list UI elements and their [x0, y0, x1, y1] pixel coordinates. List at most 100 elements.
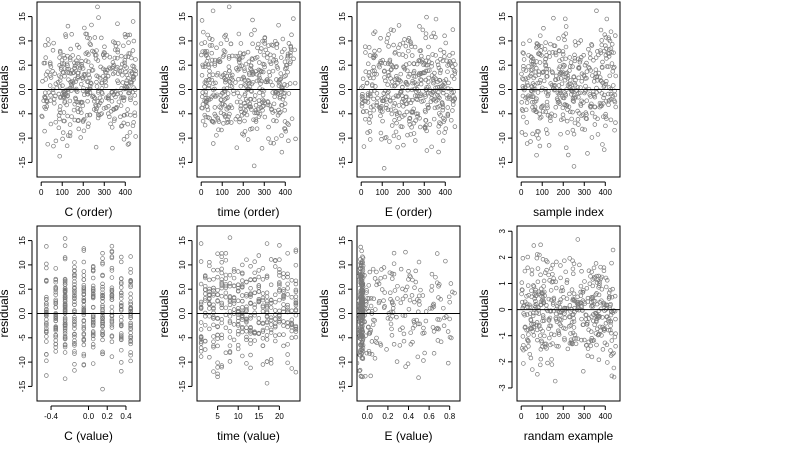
data-point	[62, 94, 67, 100]
data-point	[409, 44, 414, 49]
data-point	[582, 337, 587, 343]
data-point	[539, 286, 544, 292]
data-point	[223, 350, 229, 356]
data-point	[539, 44, 544, 49]
data-point	[413, 268, 418, 274]
data-point	[210, 37, 215, 42]
scatter-points	[359, 14, 458, 171]
data-point	[599, 38, 604, 43]
data-point	[613, 316, 618, 322]
data-point	[608, 117, 614, 123]
data-point	[438, 56, 443, 62]
data-point	[234, 66, 239, 71]
data-point	[371, 64, 376, 70]
data-point	[526, 93, 531, 99]
data-point	[223, 251, 229, 256]
data-point	[581, 53, 586, 58]
data-point	[119, 281, 124, 287]
data-point	[53, 289, 58, 295]
data-point	[293, 324, 299, 330]
data-point	[603, 114, 608, 119]
data-point	[109, 322, 115, 328]
data-point	[360, 348, 366, 354]
data-point	[380, 98, 385, 104]
data-point	[358, 320, 364, 326]
data-point	[530, 313, 536, 319]
data-point	[553, 105, 558, 110]
data-point	[429, 60, 434, 66]
data-point	[445, 111, 451, 117]
data-point	[116, 41, 121, 46]
data-point	[81, 72, 87, 77]
data-point	[535, 279, 541, 285]
data-point	[433, 98, 439, 104]
data-point	[526, 344, 531, 349]
data-point	[519, 291, 524, 297]
data-point	[81, 85, 86, 91]
data-point	[43, 55, 48, 60]
data-point	[552, 113, 558, 118]
data-point	[215, 274, 220, 280]
data-point	[531, 284, 537, 289]
x-axis-label: randam example	[524, 429, 614, 443]
data-point	[572, 39, 578, 44]
data-point	[202, 273, 208, 278]
data-point	[76, 55, 81, 60]
data-point	[396, 45, 401, 51]
data-point	[538, 347, 544, 352]
data-point	[425, 54, 431, 60]
data-point	[80, 66, 86, 71]
data-point	[57, 116, 62, 122]
data-point	[394, 359, 400, 364]
data-point	[588, 343, 594, 349]
data-point	[577, 90, 583, 96]
data-point	[583, 83, 588, 89]
data-point	[106, 93, 111, 99]
data-point	[72, 317, 77, 322]
data-point	[525, 265, 530, 271]
data-point	[65, 23, 71, 29]
data-point	[202, 122, 208, 128]
data-point	[198, 259, 204, 264]
data-point	[277, 280, 282, 285]
data-point	[260, 92, 266, 98]
data-point	[519, 299, 525, 305]
data-point	[219, 363, 224, 368]
data-point	[606, 98, 612, 104]
data-point	[411, 120, 417, 126]
data-point	[105, 73, 111, 79]
data-point	[100, 330, 105, 335]
data-point	[229, 84, 235, 89]
data-point	[100, 299, 105, 304]
data-point	[285, 360, 290, 366]
data-point	[558, 263, 563, 268]
data-point	[520, 76, 525, 81]
data-point	[417, 70, 422, 76]
data-point	[64, 102, 69, 108]
data-point	[215, 115, 220, 121]
data-point	[132, 67, 137, 72]
data-point	[415, 81, 420, 87]
data-point	[293, 262, 299, 268]
data-point	[593, 55, 599, 60]
data-point	[268, 315, 274, 320]
data-point	[268, 140, 274, 146]
data-point	[452, 71, 458, 77]
data-point	[427, 306, 433, 311]
data-point	[604, 64, 610, 69]
data-point	[72, 65, 77, 71]
y-axis-label: residuals	[477, 65, 491, 113]
data-point	[395, 296, 400, 301]
data-point	[402, 37, 407, 42]
data-point	[608, 301, 613, 307]
data-point	[212, 111, 217, 117]
data-point	[428, 99, 434, 104]
data-point	[64, 61, 70, 67]
data-point	[287, 81, 293, 86]
data-point	[260, 321, 266, 327]
data-point	[227, 329, 233, 334]
data-point	[602, 326, 607, 332]
data-point	[233, 116, 239, 122]
data-point	[206, 85, 211, 91]
